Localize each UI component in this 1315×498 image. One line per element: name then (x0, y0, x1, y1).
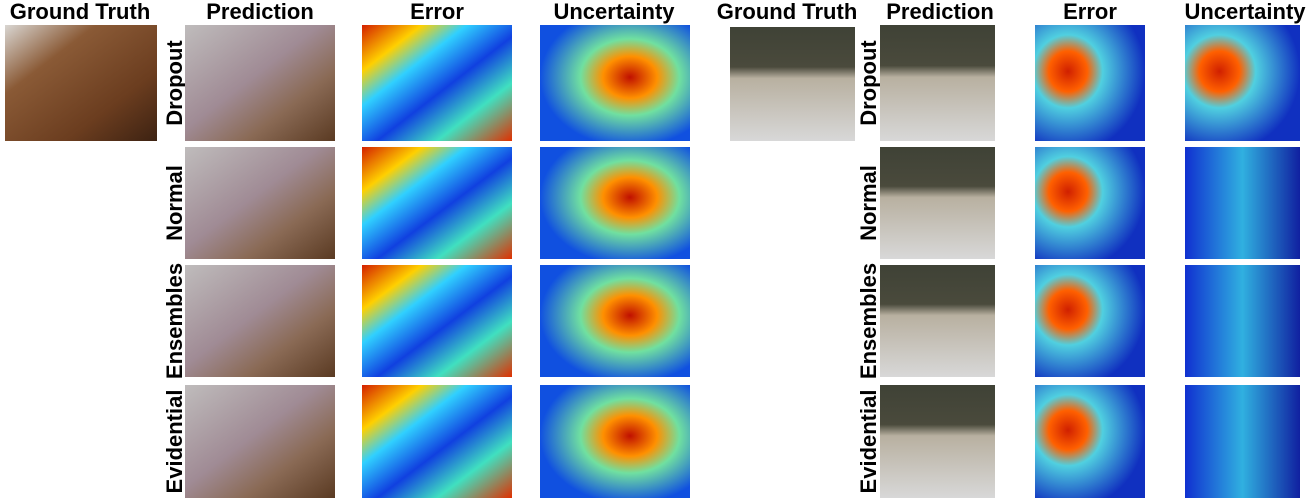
column-header: Uncertainty (553, 0, 675, 24)
grid: Ground Truth Prediction Error Uncertainty Dr… (5, 0, 1306, 498)
column-header: Ground Truth (717, 0, 858, 24)
uncertainty-map (540, 385, 690, 498)
uncertainty-map (1185, 265, 1300, 377)
error-map (1035, 25, 1145, 141)
column-header: Error (1063, 0, 1117, 24)
uncertainty-map (540, 265, 690, 377)
column-header: Ground Truth (10, 0, 151, 24)
prediction-image (880, 147, 995, 259)
row-label: Ensembles (162, 263, 187, 379)
prediction-image (185, 147, 335, 259)
error-map (362, 147, 512, 259)
prediction-image (185, 385, 335, 498)
prediction-image (185, 25, 335, 141)
row-label: Evidential (162, 390, 187, 494)
error-map (362, 385, 512, 498)
row-label: Normal (856, 165, 881, 241)
figure: Ground Truth Prediction Error Uncertainty Dr… (0, 0, 1315, 498)
uncertainty-map (1185, 385, 1300, 498)
row-label: Dropout (162, 40, 187, 126)
column-header: Prediction (886, 0, 994, 24)
uncertainty-map (540, 147, 690, 259)
prediction-image (880, 265, 995, 377)
column-header: Error (410, 0, 464, 24)
row-label: Normal (162, 165, 187, 241)
column-header: Prediction (206, 0, 314, 24)
row-label: Evidential (856, 390, 881, 494)
error-map (362, 265, 512, 377)
uncertainty-map (1185, 147, 1300, 259)
error-map (1035, 385, 1145, 498)
prediction-image (880, 25, 995, 141)
error-map (1035, 147, 1145, 259)
prediction-image (185, 265, 335, 377)
uncertainty-map (1185, 25, 1300, 141)
row-label: Dropout (856, 40, 881, 126)
column-header: Uncertainty (1184, 0, 1306, 24)
error-map (362, 25, 512, 141)
row-label: Ensembles (856, 263, 881, 379)
uncertainty-map (540, 25, 690, 141)
ground-truth-image (5, 25, 157, 141)
prediction-image (880, 385, 995, 498)
ground-truth-image (730, 27, 855, 141)
error-map (1035, 265, 1145, 377)
